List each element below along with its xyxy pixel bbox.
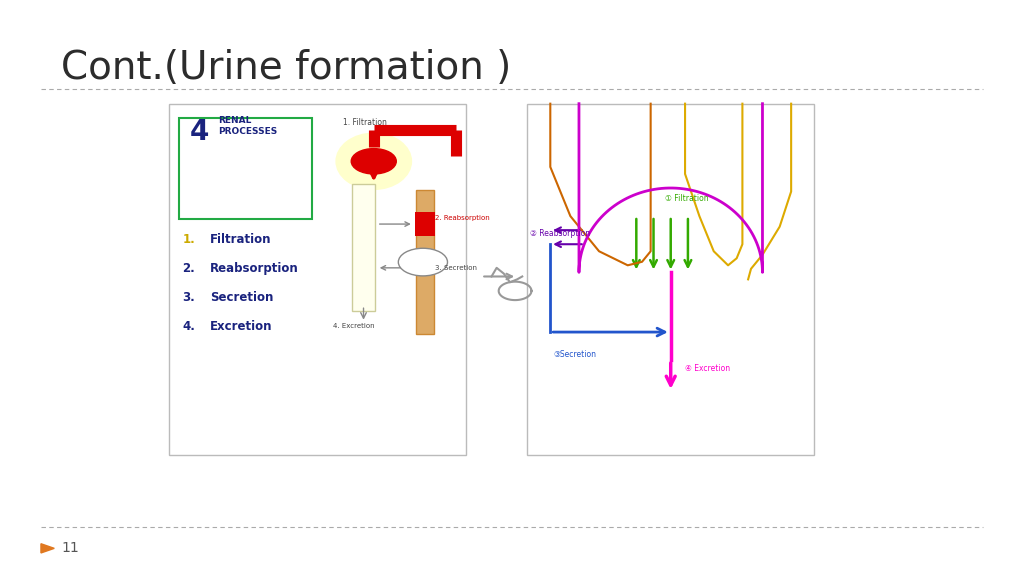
Text: ④ Excretion: ④ Excretion — [685, 363, 730, 373]
Bar — [527, 104, 814, 455]
Ellipse shape — [336, 132, 412, 190]
Text: 3.: 3. — [182, 291, 195, 304]
Text: ① Filtration: ① Filtration — [665, 194, 709, 203]
Text: Reabsorption: Reabsorption — [210, 262, 299, 275]
Text: RENAL
PROCESSES: RENAL PROCESSES — [218, 116, 278, 137]
Text: ③Secretion: ③Secretion — [553, 350, 596, 359]
Text: 1.: 1. — [182, 233, 195, 247]
Text: 2.: 2. — [182, 262, 195, 275]
Circle shape — [398, 248, 447, 276]
Bar — [179, 118, 312, 219]
Text: 11: 11 — [61, 541, 79, 555]
Bar — [169, 104, 466, 455]
Circle shape — [351, 149, 396, 174]
Text: 4.: 4. — [182, 320, 196, 333]
Bar — [352, 184, 375, 311]
Text: 4. Excretion: 4. Excretion — [333, 323, 375, 328]
Bar — [415, 212, 435, 236]
Bar — [416, 190, 434, 334]
Text: 3. Secretion: 3. Secretion — [435, 265, 477, 271]
Polygon shape — [41, 544, 54, 553]
Text: 4: 4 — [189, 118, 209, 146]
Text: 1. Filtration: 1. Filtration — [343, 118, 387, 127]
Text: Cont.(Urine formation ): Cont.(Urine formation ) — [61, 49, 512, 87]
Text: ② Reabsorption: ② Reabsorption — [530, 229, 591, 238]
Text: Filtration: Filtration — [210, 233, 271, 247]
Text: Excretion: Excretion — [210, 320, 272, 333]
Text: 2. Reabsorption: 2. Reabsorption — [435, 215, 489, 221]
Text: Secretion: Secretion — [210, 291, 273, 304]
